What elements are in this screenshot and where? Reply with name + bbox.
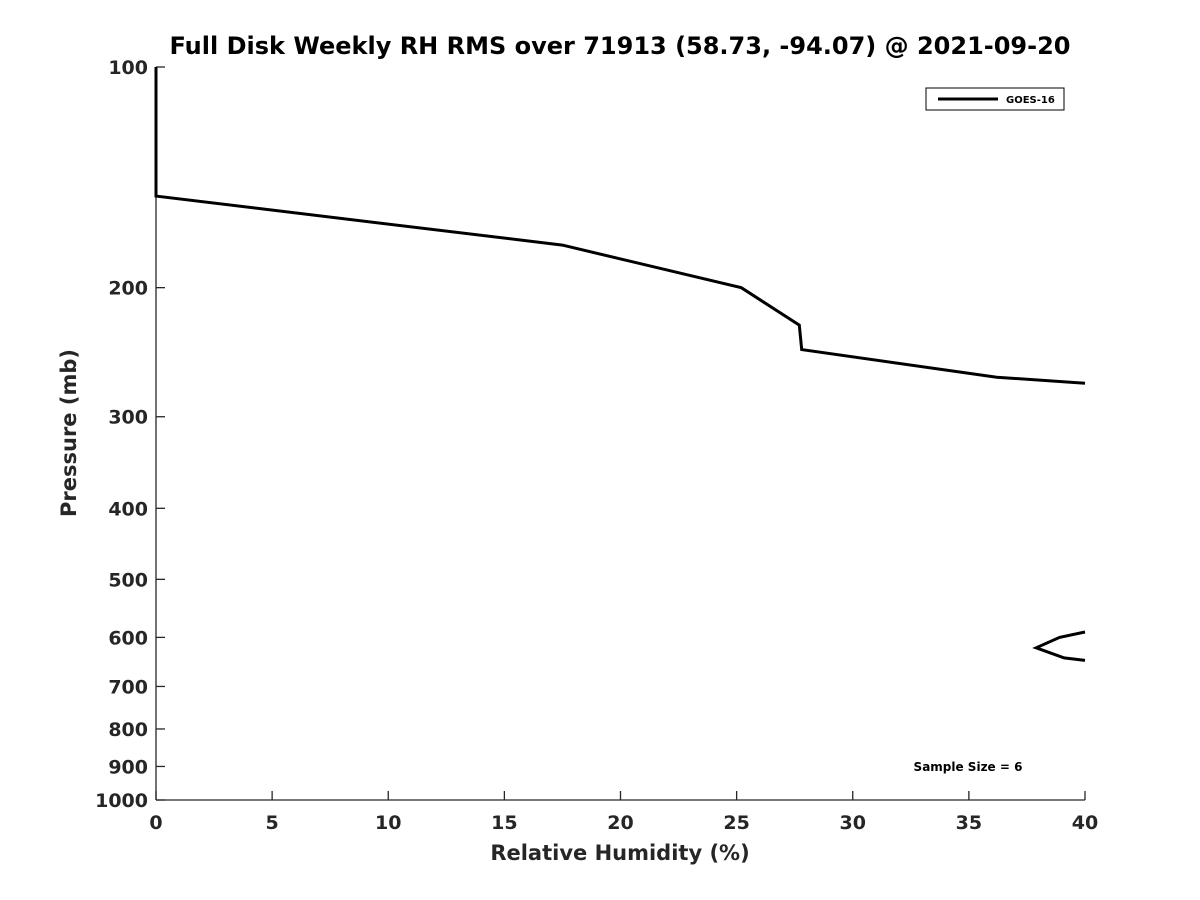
y-axis-ticks: 100 200 300 400 500 600 700 800 900 1000 — [95, 57, 165, 812]
y-tick-label: 1000 — [95, 790, 148, 812]
x-tick-label: 5 — [266, 812, 279, 834]
x-tick-label: 25 — [723, 812, 749, 834]
y-tick-label: 300 — [108, 407, 148, 429]
sample-size-annotation: Sample Size = 6 — [914, 760, 1023, 774]
y-tick-label: 500 — [108, 569, 148, 591]
y-tick-label: 200 — [108, 278, 148, 300]
y-tick-label: 400 — [108, 498, 148, 520]
x-axis-label: Relative Humidity (%) — [490, 841, 749, 865]
series-line-goes-16 — [154, 67, 1086, 385]
y-tick-label: 800 — [108, 719, 148, 741]
series-lines — [154, 67, 1086, 662]
plot-area: 0 5 10 15 20 25 30 35 40 100 200 300 400 500 600 700 80… — [95, 57, 1098, 834]
x-axis-ticks: 0 5 10 15 20 25 30 35 40 — [149, 791, 1098, 834]
x-tick-label: 10 — [375, 812, 401, 834]
x-tick-label: 30 — [840, 812, 866, 834]
x-tick-label: 35 — [956, 812, 982, 834]
y-tick-label: 100 — [108, 57, 148, 79]
y-tick-label: 900 — [108, 756, 148, 778]
legend-label-goes-16: GOES-16 — [1006, 95, 1055, 106]
legend: GOES-16 — [925, 87, 1065, 111]
x-tick-label: 15 — [491, 812, 517, 834]
series-line-goes-16 — [1032, 630, 1086, 662]
y-tick-label: 700 — [108, 676, 148, 698]
y-tick-label: 600 — [108, 627, 148, 649]
x-tick-label: 20 — [607, 812, 633, 834]
x-tick-label: 40 — [1072, 812, 1098, 834]
y-axis-label: Pressure (mb) — [57, 349, 81, 517]
x-tick-label: 0 — [149, 812, 162, 834]
chart-title: Full Disk Weekly RH RMS over 71913 (58.7… — [169, 32, 1070, 60]
